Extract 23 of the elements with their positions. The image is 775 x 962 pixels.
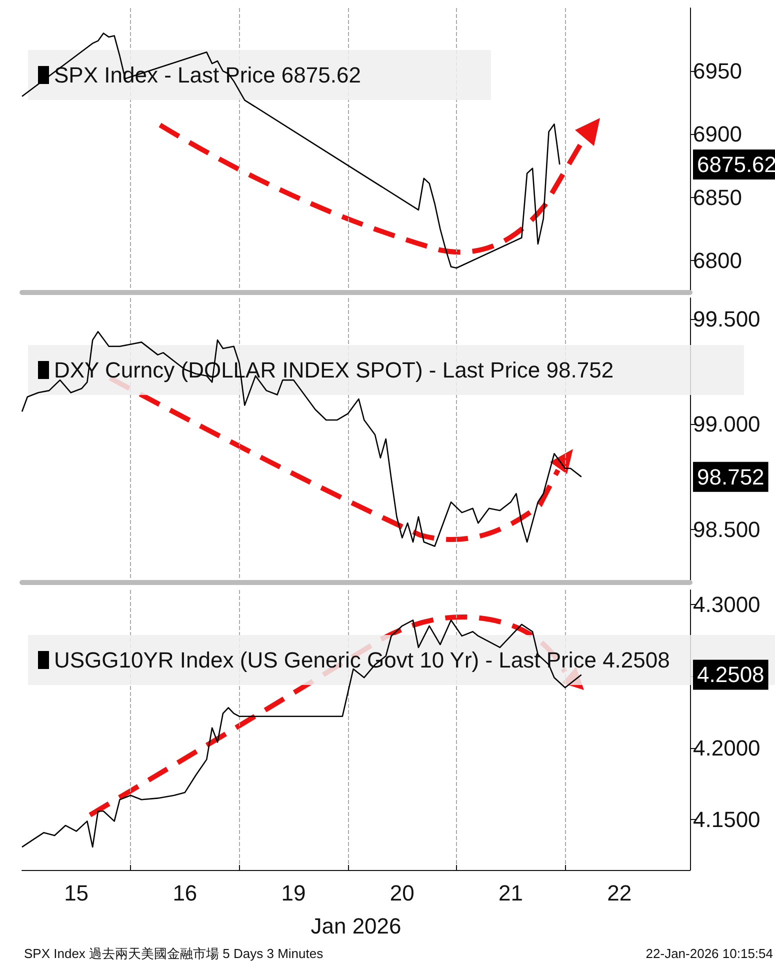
y-tick-label: 6850 [693, 184, 742, 210]
y-tick-label: 6900 [693, 122, 742, 147]
x-tick-label: 20 [390, 880, 414, 906]
x-axis-title: Jan 2026 [310, 914, 402, 938]
x-tick-label: 15 [64, 880, 89, 906]
legend-label: SPX Index - Last Price 6875.62 [54, 62, 361, 88]
y-tick-label: 99.500 [693, 306, 760, 332]
x-tick-label: 19 [281, 880, 306, 906]
x-tick-label: 22 [607, 880, 632, 906]
y-tick-label: 6800 [693, 248, 742, 273]
y-tick-label: 4.1500 [693, 807, 760, 832]
x-tick-label: 21 [498, 880, 524, 906]
y-tick-label: 4.3000 [693, 592, 760, 617]
line-series [21, 32, 560, 269]
y-tick-label: 4.2000 [693, 735, 760, 760]
text: 22-Jan-2026 10:15:54 [646, 946, 774, 961]
text: 98.752 [697, 464, 764, 490]
text: SPX Index 過去兩天美國金融市場 5 Days 3 Minutes [24, 946, 324, 961]
y-tick-label: 99.000 [693, 412, 760, 437]
text: 4.2508 [697, 662, 764, 688]
y-tick-label: 6950 [693, 58, 742, 84]
y-tick-label: 98.500 [693, 516, 760, 542]
x-tick-label: 16 [172, 880, 198, 906]
